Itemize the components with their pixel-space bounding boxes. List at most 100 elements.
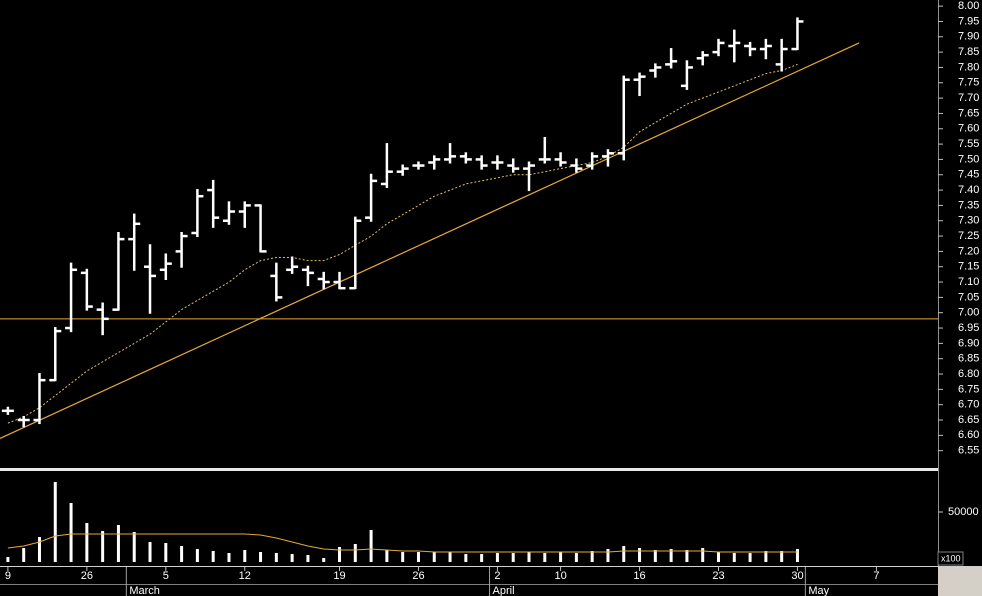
y-tick-label: 6.95 [958, 322, 979, 334]
y-tick-label: 7.15 [958, 261, 979, 273]
corner-box [938, 567, 982, 596]
volume-bar [37, 537, 41, 562]
volume-bar [401, 552, 405, 562]
y-tick-label: 6.90 [958, 337, 979, 349]
y-tick-label: 6.65 [958, 414, 979, 426]
volume-bar [559, 552, 563, 562]
y-tick-label: 7.00 [958, 307, 979, 319]
volume-bar [132, 532, 136, 562]
volume-bar [259, 552, 263, 562]
volume-bar [685, 550, 689, 562]
y-tick-label: 6.80 [958, 368, 979, 380]
volume-bar [543, 553, 547, 562]
volume-bar [101, 531, 105, 562]
volume-bar [448, 552, 452, 562]
x-tick-label: 2 [494, 570, 500, 582]
y-tick-label: 50000 [948, 506, 979, 518]
unit-label: x100 [941, 553, 961, 563]
x-tick-label: 26 [81, 570, 93, 582]
x-tick-label: 23 [712, 570, 724, 582]
y-tick-label: 7.90 [958, 31, 979, 43]
volume-bar [653, 550, 657, 562]
y-tick-label: 6.55 [958, 445, 979, 457]
volume-bar [290, 554, 294, 562]
trend-line [0, 42, 860, 439]
y-tick-label: 7.50 [958, 153, 979, 165]
volume-bar [22, 548, 26, 562]
y-tick-label: 7.70 [958, 92, 979, 104]
x-tick-label: 9 [5, 570, 11, 582]
volume-bar [85, 523, 89, 562]
volume-bar [795, 549, 799, 562]
volume-bar [353, 544, 357, 562]
volume-bar [227, 553, 231, 562]
volume-bar [306, 555, 310, 562]
volume-bar [211, 551, 215, 562]
volume-bar [701, 548, 705, 562]
volume-bar [480, 554, 484, 562]
volume-bar [116, 525, 120, 562]
volume-bar [322, 558, 326, 562]
x-tick-label: 5 [163, 570, 169, 582]
y-tick-label: 7.05 [958, 291, 979, 303]
y-tick-label: 7.30 [958, 215, 979, 227]
y-tick-label: 7.85 [958, 46, 979, 58]
month-label: March [129, 585, 160, 596]
y-tick-label: 7.40 [958, 184, 979, 196]
volume-bar [638, 548, 642, 562]
volume-bar [764, 551, 768, 562]
volume-bar [780, 551, 784, 562]
volume-average [7, 533, 798, 553]
volume-bar [416, 552, 420, 562]
volume-bar [606, 549, 610, 562]
x-tick-label: 16 [633, 570, 645, 582]
x-tick-label: 30 [791, 570, 803, 582]
volume-bar [53, 482, 57, 562]
y-tick-label: 6.60 [958, 429, 979, 441]
volume-bar [338, 547, 342, 562]
y-tick-label: 7.60 [958, 123, 979, 135]
volume-bar [464, 554, 468, 562]
x-tick-label: 19 [333, 570, 345, 582]
month-label: May [808, 585, 829, 596]
volume-bar [622, 546, 626, 562]
volume-bar [148, 542, 152, 562]
y-tick-label: 7.35 [958, 199, 979, 211]
y-tick-label: 7.55 [958, 138, 979, 150]
volume-bar [6, 557, 10, 562]
x-tick-label: 7 [873, 570, 879, 582]
y-tick-label: 7.20 [958, 245, 979, 257]
volume-bar [385, 550, 389, 562]
volume-bar [527, 552, 531, 562]
volume-bar [590, 551, 594, 562]
y-tick-label: 6.85 [958, 353, 979, 365]
y-tick-label: 7.45 [958, 169, 979, 181]
volume-bar [495, 553, 499, 562]
volume-bar [369, 530, 373, 562]
x-tick-label: 10 [554, 570, 566, 582]
y-tick-label: 7.75 [958, 77, 979, 89]
y-tick-label: 8.00 [958, 0, 979, 12]
volume-bar [717, 552, 721, 562]
volume-bar [432, 552, 436, 562]
y-tick-label: 6.75 [958, 383, 979, 395]
volume-bar [274, 553, 278, 562]
volume-bar [669, 549, 673, 562]
volume-bar [574, 553, 578, 562]
x-tick-label: 12 [239, 570, 251, 582]
volume-bar [732, 553, 736, 562]
y-tick-label: 7.65 [958, 107, 979, 119]
unit-box [937, 551, 964, 566]
y-tick-label: 6.70 [958, 399, 979, 411]
volume-bar [180, 546, 184, 562]
volume-bar [511, 553, 515, 562]
volume-bar [195, 549, 199, 562]
y-tick-label: 7.25 [958, 230, 979, 242]
y-tick-label: 7.80 [958, 61, 979, 73]
moving-average [7, 63, 798, 424]
y-tick-label: 7.95 [958, 15, 979, 27]
volume-bar [164, 543, 168, 562]
